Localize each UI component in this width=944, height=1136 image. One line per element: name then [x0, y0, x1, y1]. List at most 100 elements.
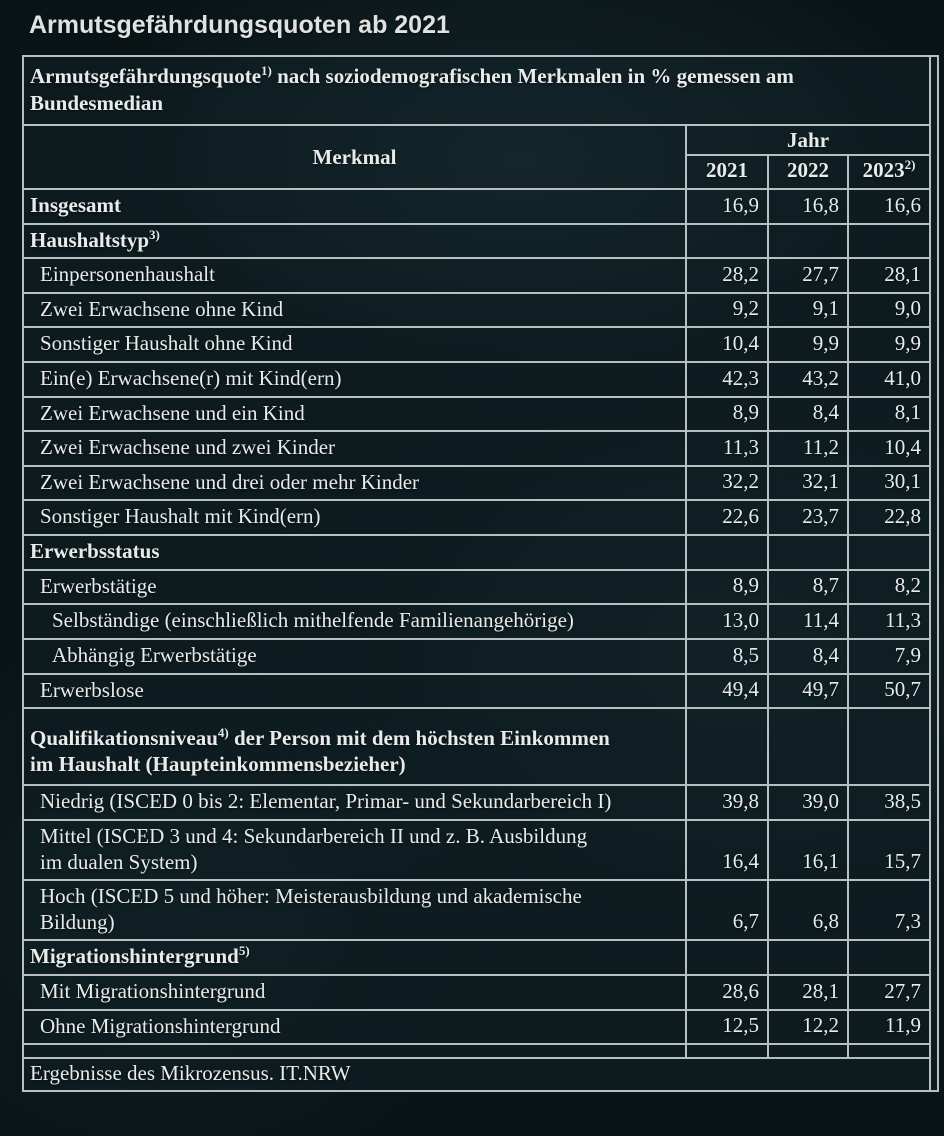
table-row: Ohne Migrationshintergrund 12,5 12,2 11,9: [24, 1008, 932, 1045]
value-cell: 11,3: [846, 603, 932, 639]
value-cell: 10,4: [685, 326, 768, 363]
row-label: Zwei Erwachsene und drei oder mehr Kinde…: [40, 469, 420, 494]
value-cell: [685, 534, 768, 570]
table-row: Ein(e) Erwachsene(r) mit Kind(ern) 42,3 43…: [24, 361, 932, 397]
value-cell: 8,9: [685, 395, 768, 432]
merkmal-cell: Erwerbslose: [24, 672, 686, 709]
value-cell: 8,5: [685, 637, 768, 674]
empty-cell: [24, 1043, 686, 1059]
table-row: Sonstiger Haushalt ohne Kind 10,4 9,9 9,9: [24, 326, 932, 363]
table-row: Abhängig Erwerbstätige 8,5 8,4 7,9: [24, 637, 932, 674]
value-cell: 11,2: [767, 430, 848, 466]
header-row-years: 2021 2022 20232): [24, 154, 932, 189]
merkmal-cell: Insgesamt: [24, 188, 686, 224]
section-header-row: Haushaltstyp3): [24, 222, 932, 259]
merkmal-cell: Abhängig Erwerbstätige: [24, 637, 686, 674]
row-label: Haushaltstyp: [30, 227, 150, 252]
table-row: Zwei Erwachsene und zwei Kinder 11,3 11,2 1…: [24, 430, 932, 466]
value-cell: 13,0: [685, 603, 768, 639]
table-row: Selbständige (einschließlich mithelfende…: [24, 603, 932, 639]
row-label: Zwei Erwachsene und zwei Kinder: [40, 435, 336, 460]
value-cell: 39,8: [685, 784, 768, 820]
merkmal-cell: Niedrig (ISCED 0 bis 2: Elementar, Prima…: [24, 784, 686, 820]
row-label: Erwerbstätige: [40, 573, 157, 598]
merkmal-cell: Migrationshintergrund5): [24, 939, 686, 976]
value-cell: 16,9: [685, 188, 768, 224]
row-label: Erwerbslose: [40, 677, 144, 702]
value-cell: 6,7: [685, 879, 768, 941]
value-cell: [685, 707, 768, 786]
table-row: Einpersonenhaushalt 28,2 27,7 28,1: [24, 257, 932, 293]
table-source: Ergebnisse des Mikrozensus. IT.NRW: [24, 1057, 932, 1091]
merkmal-cell: Zwei Erwachsene ohne Kind: [24, 291, 686, 328]
value-cell: 16,8: [767, 188, 848, 224]
value-cell: 6,8: [767, 879, 848, 941]
spacer-row: [24, 1043, 932, 1059]
footnote-marker: 5): [238, 943, 250, 959]
row-label: Selbständige (einschließlich mithelfende…: [52, 608, 574, 633]
row-label: Migrationshintergrund: [30, 944, 239, 969]
merkmal-cell: Haushaltstyp3): [24, 222, 686, 259]
value-cell: 22,8: [846, 499, 932, 536]
value-cell: 9,0: [846, 291, 932, 328]
merkmal-cell: Zwei Erwachsene und drei oder mehr Kinde…: [24, 464, 686, 501]
row-label: Sonstiger Haushalt ohne Kind: [40, 331, 293, 356]
value-cell: 27,7: [767, 257, 848, 293]
merkmal-cell: Erwerbsstatus: [24, 534, 686, 570]
value-cell: 8,4: [767, 637, 848, 674]
value-cell: 49,7: [767, 672, 848, 709]
row-label: Zwei Erwachsene ohne Kind: [40, 296, 284, 321]
value-cell: [846, 534, 932, 570]
source-row: Ergebnisse des Mikrozensus. IT.NRW: [24, 1057, 932, 1091]
value-cell: 32,1: [767, 464, 848, 501]
row-label: Qualifikationsniveau: [30, 726, 218, 751]
row-label: Sonstiger Haushalt mit Kind(ern): [40, 504, 321, 529]
row-label: Mit Migrationshintergrund: [40, 979, 266, 1004]
row-label: Abhängig Erwerbstätige: [52, 642, 257, 667]
merkmal-cell: Hoch (ISCED 5 und höher: Meisterausbildu…: [24, 879, 686, 941]
table-title-text: Armutsgefährdungsquote: [30, 63, 262, 88]
value-cell: 28,2: [685, 257, 768, 293]
merkmal-cell: Sonstiger Haushalt ohne Kind: [24, 326, 686, 363]
table-row: Erwerbstätige 8,9 8,7 8,2: [24, 568, 932, 605]
value-cell: 38,5: [846, 784, 932, 820]
table-row: Niedrig (ISCED 0 bis 2: Elementar, Prima…: [24, 784, 932, 820]
value-cell: 30,1: [846, 464, 932, 501]
value-cell: 10,4: [846, 430, 932, 466]
merkmal-cell: Ein(e) Erwachsene(r) mit Kind(ern): [24, 361, 686, 397]
value-cell: 16,1: [767, 818, 848, 881]
empty-cell: [846, 1043, 932, 1059]
column-header-2022: 2022: [767, 154, 848, 189]
page-title: Armutsgefährdungsquoten ab 2021: [29, 11, 450, 39]
footnote-marker-1: 1): [261, 62, 272, 78]
value-cell: 49,4: [685, 672, 768, 709]
value-cell: 11,4: [767, 603, 848, 639]
value-cell: 16,6: [846, 188, 932, 224]
value-cell: 11,9: [846, 1008, 932, 1045]
value-cell: 9,9: [846, 326, 932, 363]
value-cell: 8,2: [846, 568, 932, 605]
value-cell: 39,0: [767, 784, 848, 820]
footnote-marker: 3): [149, 226, 160, 242]
value-cell: 9,9: [767, 326, 848, 363]
value-cell: 27,7: [846, 974, 932, 1010]
value-cell: [685, 222, 768, 259]
table-row: Zwei Erwachsene und ein Kind 8,9 8,4 8,1: [24, 395, 932, 432]
empty-cell: [767, 1043, 848, 1059]
row-label: Einpersonenhaushalt: [40, 262, 215, 287]
value-cell: 12,5: [685, 1008, 768, 1045]
column-header-jahr: Jahr: [684, 124, 932, 155]
value-cell: 50,7: [846, 672, 932, 709]
table-row: Erwerbslose 49,4 49,7 50,7: [24, 672, 932, 709]
year-2023-text: 2023: [862, 158, 905, 182]
table-title: Armutsgefährdungsquote1) nach soziodemog…: [24, 57, 932, 125]
table-row: Sonstiger Haushalt mit Kind(ern) 22,6 23,7…: [24, 499, 932, 536]
value-cell: 8,4: [767, 395, 848, 432]
value-cell: [846, 939, 932, 976]
table-body: Insgesamt 16,9 16,8 16,6 Haushaltstyp3) Einpe…: [24, 188, 932, 1059]
merkmal-cell: Sonstiger Haushalt mit Kind(ern): [24, 499, 686, 536]
value-cell: 22,6: [685, 499, 768, 536]
table-row: Mit Migrationshintergrund 28,6 28,1 27,7: [24, 974, 932, 1010]
value-cell: 7,9: [846, 637, 932, 674]
empty-cell: [685, 1043, 768, 1059]
